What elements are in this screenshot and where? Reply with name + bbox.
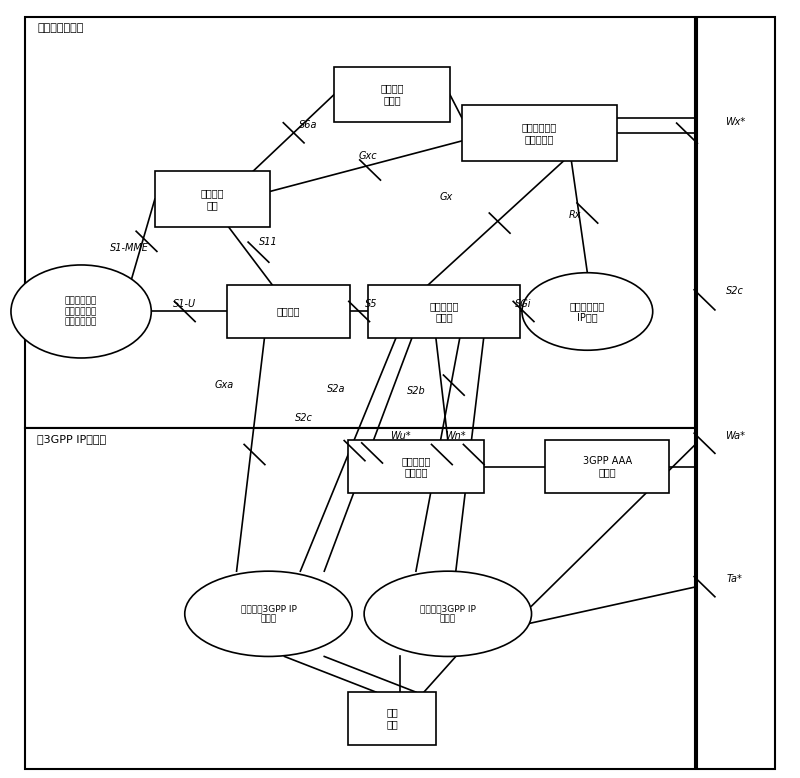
FancyBboxPatch shape xyxy=(697,17,774,769)
Text: 分组数据网
络网关: 分组数据网 络网关 xyxy=(429,300,458,322)
Ellipse shape xyxy=(522,273,653,350)
FancyBboxPatch shape xyxy=(155,171,270,227)
Text: S1-U: S1-U xyxy=(173,299,196,309)
Text: 策略和计费规
则功能实体: 策略和计费规 则功能实体 xyxy=(522,122,557,144)
FancyBboxPatch shape xyxy=(546,440,669,493)
Text: 演进的分组
数据网关: 演进的分组 数据网关 xyxy=(402,456,430,478)
Text: S2b: S2b xyxy=(406,387,426,396)
Text: Wu*: Wu* xyxy=(390,430,410,440)
FancyBboxPatch shape xyxy=(26,428,695,769)
Text: Wn*: Wn* xyxy=(446,430,466,440)
Text: SGi: SGi xyxy=(515,299,532,309)
Ellipse shape xyxy=(364,571,531,657)
FancyBboxPatch shape xyxy=(26,17,695,428)
Text: 运营商提供的
IP业务: 运营商提供的 IP业务 xyxy=(570,300,605,322)
Text: Wx*: Wx* xyxy=(725,117,745,127)
Text: S6a: S6a xyxy=(299,121,318,131)
Text: 演进的通用移
动通信系统陌
地无线接入网: 演进的通用移 动通信系统陌 地无线接入网 xyxy=(65,296,98,327)
FancyBboxPatch shape xyxy=(348,440,484,493)
Text: S2c: S2c xyxy=(295,413,314,423)
Text: 非信任非3GPP IP
接入网: 非信任非3GPP IP 接入网 xyxy=(420,604,476,623)
Text: S11: S11 xyxy=(259,237,278,247)
Text: Wa*: Wa* xyxy=(725,430,745,440)
FancyBboxPatch shape xyxy=(334,66,450,122)
Text: Rx: Rx xyxy=(569,209,582,219)
Text: 用户
设备: 用户 设备 xyxy=(386,708,398,729)
Text: 移动管理
单元: 移动管理 单元 xyxy=(201,188,225,210)
Text: 非3GPP IP接入网: 非3GPP IP接入网 xyxy=(38,434,106,444)
Text: Gx: Gx xyxy=(440,191,453,202)
FancyBboxPatch shape xyxy=(226,285,350,338)
Text: 服务网关: 服务网关 xyxy=(277,307,300,317)
Text: 演进的分组系统: 演进的分组系统 xyxy=(38,23,84,33)
FancyBboxPatch shape xyxy=(462,105,618,161)
Text: Ta*: Ta* xyxy=(727,574,742,584)
Text: 归属用户
服务器: 归属用户 服务器 xyxy=(380,83,404,105)
Text: S2c: S2c xyxy=(726,286,744,296)
Ellipse shape xyxy=(185,571,352,657)
Text: 可信任非3GPP IP
接入网: 可信任非3GPP IP 接入网 xyxy=(241,604,296,623)
Text: S5: S5 xyxy=(365,299,378,309)
Text: S2a: S2a xyxy=(327,384,346,394)
Text: S1-MME: S1-MME xyxy=(110,243,148,253)
Text: Gxc: Gxc xyxy=(358,152,378,161)
Text: Gxa: Gxa xyxy=(215,380,234,390)
FancyBboxPatch shape xyxy=(348,692,436,745)
Text: 3GPP AAA
服务器: 3GPP AAA 服务器 xyxy=(582,456,632,478)
FancyBboxPatch shape xyxy=(368,285,519,338)
Ellipse shape xyxy=(11,265,151,358)
